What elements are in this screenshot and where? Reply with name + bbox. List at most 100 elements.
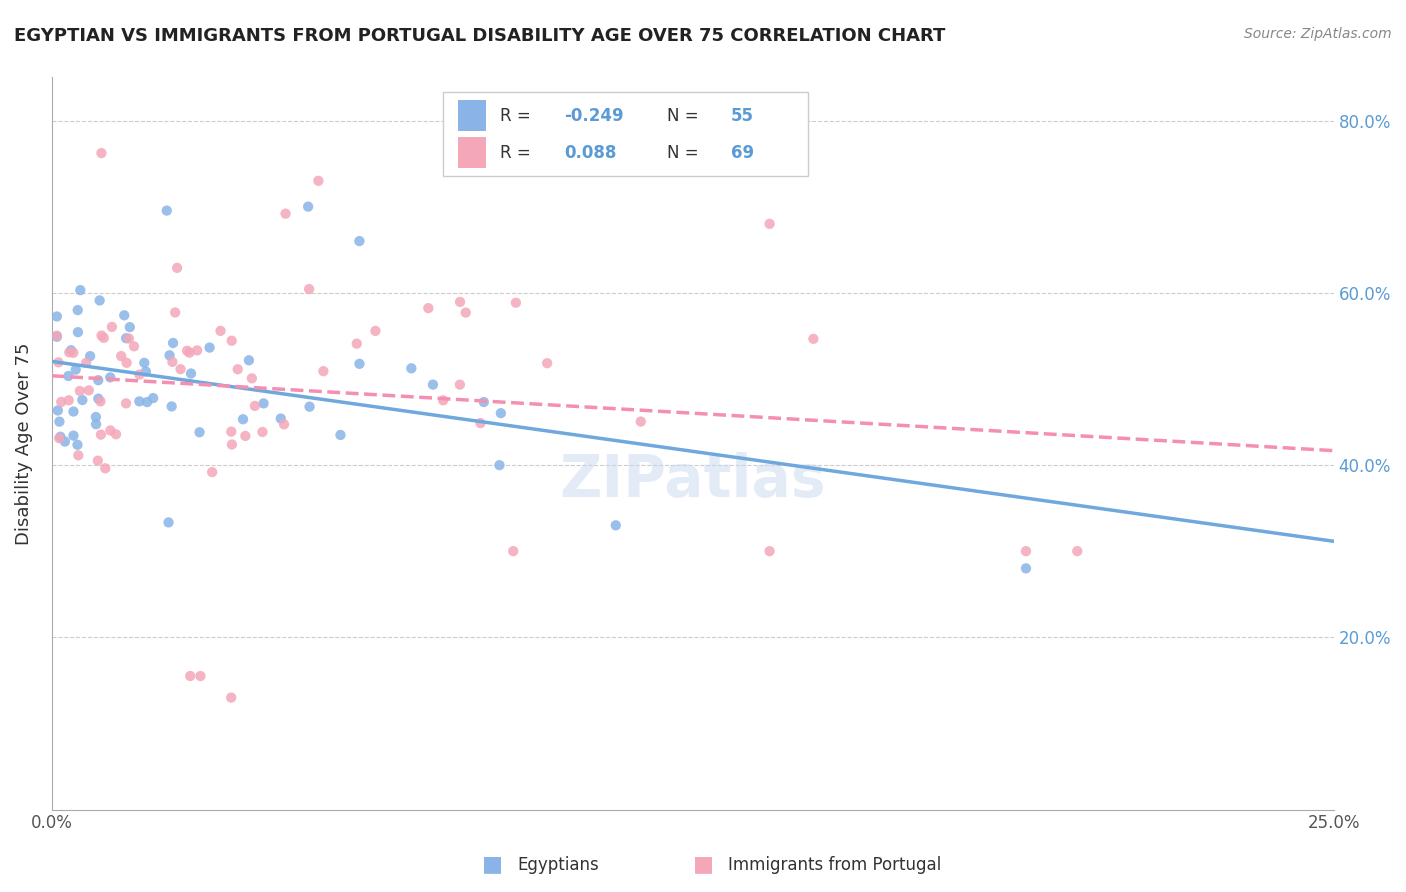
Text: -0.249: -0.249 (564, 107, 624, 125)
Point (58, 345, 80, 359)
Point (89, 293, 111, 308)
Bar (458, 100, 486, 131)
Point (93, 331, 115, 345)
Text: N =: N = (666, 144, 704, 161)
Point (157, 516, 180, 530)
Point (115, 396, 138, 410)
Point (209, 324, 232, 338)
Point (240, 371, 263, 385)
Point (449, 377, 471, 392)
Point (84, 409, 107, 424)
Point (46, 403, 69, 417)
Point (87, 392, 110, 406)
Text: 0.088: 0.088 (564, 144, 617, 161)
Point (418, 301, 440, 315)
Point (49, 430, 72, 444)
Point (142, 391, 165, 405)
Point (273, 417, 295, 432)
Point (51, 395, 73, 409)
Point (201, 465, 224, 479)
Point (179, 345, 201, 359)
Point (243, 399, 266, 413)
Point (69, 384, 91, 398)
Point (62, 404, 84, 418)
Point (87, 453, 110, 467)
Point (115, 331, 138, 345)
Text: N =: N = (666, 107, 704, 125)
Point (45, 310, 67, 324)
Point (179, 669, 201, 683)
Point (221, 437, 243, 451)
Point (128, 394, 150, 409)
Point (165, 305, 187, 319)
Point (160, 400, 183, 414)
Point (62, 346, 84, 360)
Point (87, 373, 110, 387)
Point (48, 431, 70, 445)
Point (190, 669, 212, 683)
Point (274, 207, 297, 221)
Point (53, 434, 76, 449)
Text: Immigrants from Portugal: Immigrants from Portugal (728, 855, 942, 873)
Point (470, 416, 492, 430)
Text: Egyptians: Egyptians (517, 855, 599, 873)
Point (66, 303, 89, 318)
Point (136, 395, 159, 409)
Point (45, 330, 67, 344)
Text: 69: 69 (731, 144, 754, 161)
Point (346, 336, 368, 351)
Point (298, 282, 321, 296)
Point (349, 357, 371, 371)
Point (432, 393, 454, 408)
Point (188, 425, 211, 440)
Point (758, 217, 780, 231)
Point (118, 331, 141, 345)
Point (45, 328, 67, 343)
Point (162, 355, 184, 369)
Point (176, 343, 198, 358)
Point (98, 424, 121, 438)
Point (110, 349, 132, 363)
Text: ■: ■ (482, 854, 502, 873)
Point (1015, 544, 1038, 558)
Point (48, 415, 70, 429)
Point (198, 341, 221, 355)
Point (489, 406, 512, 420)
Point (488, 458, 510, 473)
Point (180, 367, 202, 381)
Point (472, 395, 495, 409)
Bar (458, 137, 486, 168)
Point (104, 427, 127, 442)
Point (364, 324, 387, 338)
Point (72, 392, 94, 407)
Point (122, 339, 145, 353)
Point (536, 356, 558, 370)
Point (101, 319, 124, 334)
Text: ZIPatlas: ZIPatlas (560, 451, 825, 508)
Text: 55: 55 (731, 107, 754, 125)
Point (502, 544, 524, 558)
Text: R =: R = (501, 144, 537, 161)
Point (758, 544, 780, 558)
Point (226, 362, 249, 376)
Point (90, 427, 112, 442)
Text: Source: ZipAtlas.com: Source: ZipAtlas.com (1244, 27, 1392, 41)
Point (128, 368, 150, 382)
Point (505, 295, 527, 310)
Point (134, 356, 156, 370)
Point (58, 369, 80, 384)
Point (235, 429, 257, 443)
Point (156, 203, 179, 218)
Bar (443, 92, 808, 177)
Point (166, 260, 188, 275)
Point (221, 425, 243, 439)
Point (605, 518, 627, 533)
Point (90, 328, 112, 343)
Text: EGYPTIAN VS IMMIGRANTS FROM PORTUGAL DISABILITY AGE OVER 75 CORRELATION CHART: EGYPTIAN VS IMMIGRANTS FROM PORTUGAL DIS… (14, 27, 945, 45)
Point (89, 394, 111, 409)
Point (94, 461, 117, 475)
Point (84, 417, 107, 432)
Point (1015, 561, 1038, 575)
Point (48, 355, 70, 369)
Point (79, 349, 101, 363)
